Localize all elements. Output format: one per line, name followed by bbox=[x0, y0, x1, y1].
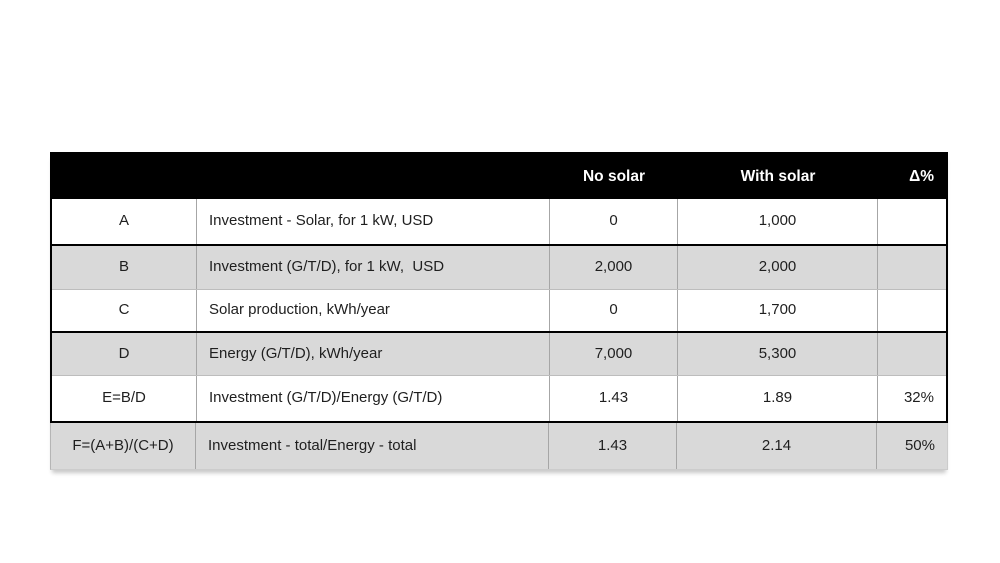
row-id-cell: A bbox=[52, 199, 197, 244]
with-solar-value: 1,700 bbox=[678, 290, 878, 331]
table-row-f: F=(A+B)/(C+D) Investment - total/Energy … bbox=[50, 423, 948, 470]
with-solar-value: 1,000 bbox=[678, 199, 878, 244]
row-description-cell: Investment (G/T/D)/Energy (G/T/D) bbox=[197, 376, 550, 421]
table-main-box: No solar With solar Δ% A Investment - So… bbox=[50, 152, 948, 423]
row-description-cell: Investment - total/Energy - total bbox=[196, 423, 549, 469]
table-row-e: E=B/D Investment (G/T/D)/Energy (G/T/D) … bbox=[52, 376, 946, 421]
no-solar-value: 1.43 bbox=[550, 376, 678, 421]
row-id-cell: C bbox=[52, 290, 197, 331]
row-id-cell: E=B/D bbox=[52, 376, 197, 421]
row-description-cell: Investment (G/T/D), for 1 kW, USD bbox=[197, 246, 550, 289]
table-row-b: B Investment (G/T/D), for 1 kW, USD 2,00… bbox=[52, 246, 946, 290]
row-description-cell: Solar production, kWh/year bbox=[197, 290, 550, 331]
delta-value bbox=[878, 199, 946, 244]
delta-value bbox=[878, 333, 946, 375]
delta-value: 50% bbox=[904, 436, 935, 454]
delta-value: 32% bbox=[903, 389, 934, 407]
row-id-cell: D bbox=[52, 333, 197, 375]
table-row-a: A Investment - Solar, for 1 kW, USD 0 1,… bbox=[52, 199, 946, 246]
no-solar-value: 7,000 bbox=[550, 333, 678, 375]
header-id-cell bbox=[52, 154, 197, 199]
header-no-solar-cell: No solar bbox=[582, 167, 645, 185]
table-header-row: No solar With solar Δ% bbox=[52, 154, 946, 199]
with-solar-value: 5,300 bbox=[678, 333, 878, 375]
header-description-cell bbox=[197, 154, 550, 199]
no-solar-value: 1.43 bbox=[549, 423, 677, 469]
no-solar-value: 0 bbox=[550, 199, 678, 244]
table-row-d: D Energy (G/T/D), kWh/year 7,000 5,300 bbox=[52, 333, 946, 376]
row-description-cell: Energy (G/T/D), kWh/year bbox=[197, 333, 550, 375]
header-delta-cell: Δ% bbox=[909, 167, 934, 185]
no-solar-value: 2,000 bbox=[550, 246, 678, 289]
with-solar-value: 1.89 bbox=[678, 376, 878, 421]
with-solar-value: 2.14 bbox=[677, 423, 877, 469]
with-solar-value: 2,000 bbox=[678, 246, 878, 289]
table-row-c: C Solar production, kWh/year 0 1,700 bbox=[52, 290, 946, 333]
row-id-cell: F=(A+B)/(C+D) bbox=[51, 423, 196, 469]
no-solar-value: 0 bbox=[550, 290, 678, 331]
row-description-cell: Investment - Solar, for 1 kW, USD bbox=[197, 199, 550, 244]
comparison-table: No solar With solar Δ% A Investment - So… bbox=[50, 152, 948, 470]
delta-value bbox=[878, 290, 946, 331]
delta-value bbox=[878, 246, 946, 289]
header-with-solar-cell: With solar bbox=[740, 167, 816, 185]
row-id-cell: B bbox=[52, 246, 197, 289]
